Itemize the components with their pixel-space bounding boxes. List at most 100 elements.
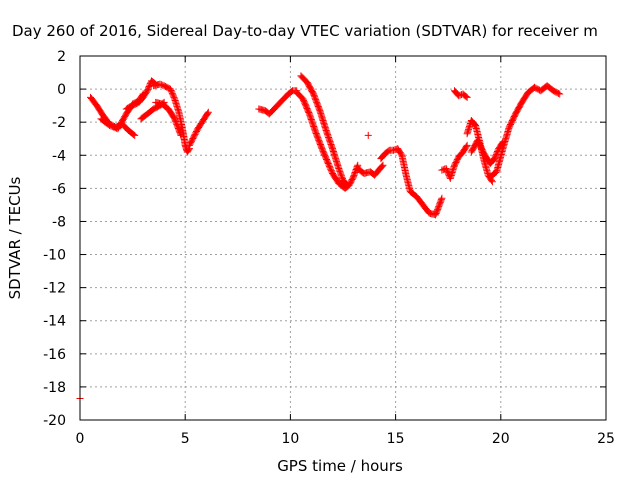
y-tick-label: -16 [43, 347, 66, 363]
x-tick-label: 20 [492, 431, 510, 447]
data-point [204, 108, 212, 116]
data-point [377, 151, 388, 163]
series-arc-3b [451, 87, 471, 101]
chart-title: Day 260 of 2016, Sidereal Day-to-day VTE… [12, 22, 598, 40]
plot-frame [79, 55, 607, 421]
data-point [124, 126, 138, 139]
data-point [463, 141, 471, 149]
data-point [293, 88, 306, 102]
data-point [324, 160, 336, 176]
data-point [190, 126, 201, 141]
y-tick-label: 0 [57, 82, 66, 98]
data-point [467, 117, 479, 128]
data-point [129, 99, 142, 110]
data-point [122, 102, 135, 113]
x-axis-title: GPS time / hours [277, 457, 403, 475]
y-tick-label: -18 [43, 380, 66, 396]
data-point [480, 156, 492, 178]
data-point [474, 136, 487, 156]
data-point [278, 91, 291, 105]
data-point [518, 90, 531, 106]
y-tick-label: -20 [43, 413, 66, 429]
data-point [183, 146, 193, 156]
data-point [371, 167, 382, 179]
data-point [394, 145, 405, 158]
data-point [303, 78, 317, 97]
data-point [490, 146, 502, 163]
data-point [310, 90, 323, 113]
data-point [284, 88, 295, 98]
data-point [318, 145, 332, 166]
data-point [543, 82, 556, 94]
data-point [463, 93, 471, 101]
data-point [459, 90, 470, 101]
data-point [499, 125, 513, 153]
data-point [137, 111, 150, 123]
x-tick-label: 25 [597, 431, 615, 447]
y-tick-label: -10 [43, 248, 66, 264]
data-point [328, 169, 342, 186]
data-point [413, 193, 426, 208]
series-arc-3a [438, 141, 471, 182]
data-point [177, 131, 185, 139]
data-point [93, 102, 106, 118]
y-tick-label: -2 [52, 115, 66, 131]
data-point [343, 181, 351, 189]
data-point [335, 165, 346, 183]
data-point [105, 121, 120, 132]
data-point [339, 176, 350, 188]
data-point [171, 115, 184, 138]
data-point [505, 111, 519, 131]
data-point [139, 88, 150, 101]
data-point [493, 146, 507, 176]
data-point [194, 120, 205, 133]
data-point [175, 108, 187, 135]
data-point [486, 169, 500, 181]
data-point [202, 109, 212, 120]
data-point [265, 104, 279, 118]
data-point [556, 90, 564, 98]
y-tick-label: -14 [43, 314, 66, 330]
data-point [185, 134, 197, 149]
y-tick-label: 2 [57, 49, 66, 65]
data-point [364, 131, 372, 139]
y-tick-label: -6 [52, 181, 66, 197]
x-tick-label: 0 [76, 431, 85, 447]
data-point [131, 131, 139, 139]
series-arc-2f [377, 145, 446, 219]
series-arc-2e [364, 131, 372, 139]
data-point [455, 149, 466, 161]
series-arc-3f [530, 82, 564, 98]
data-point [160, 82, 173, 92]
y-tick-label: -4 [52, 148, 66, 164]
series-arc-1g [185, 108, 212, 149]
data-point [87, 93, 100, 108]
data-point [438, 194, 446, 202]
data-point [451, 154, 462, 169]
data-point [143, 106, 157, 118]
axis-ticks [79, 55, 607, 421]
grid [80, 56, 606, 420]
series-arc-2c [297, 72, 351, 189]
data-point [312, 128, 325, 151]
data-point [322, 126, 336, 151]
data-point [297, 72, 310, 85]
data-point [114, 111, 130, 133]
series-arc-2a [255, 87, 301, 118]
data-point [164, 105, 178, 122]
data-point [375, 162, 386, 174]
data-point [398, 151, 410, 178]
y-tick-label: -8 [52, 214, 66, 230]
data-point [158, 100, 171, 112]
data-point [419, 201, 432, 216]
data-point [549, 87, 562, 97]
x-tick-labels: 0 5 10 15 20 25 [76, 431, 615, 447]
series-arc-2d [354, 161, 387, 179]
data-point [299, 95, 313, 117]
data-point [198, 113, 209, 126]
data-point [406, 188, 420, 200]
data-point [512, 100, 525, 118]
data-point [459, 143, 470, 156]
y-axis-title: SDTVAR / TECUs [6, 176, 24, 299]
